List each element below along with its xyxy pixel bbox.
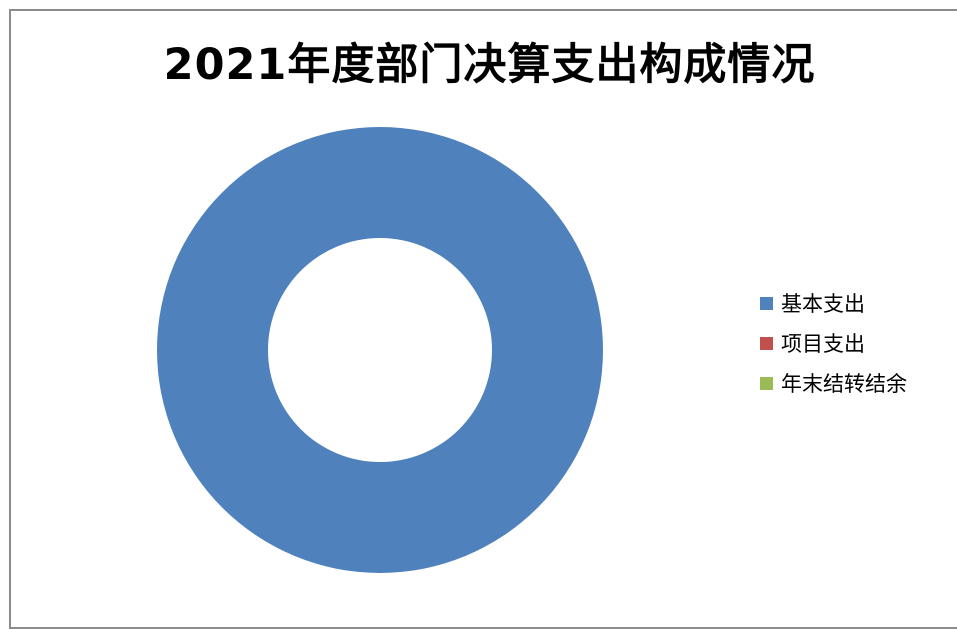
legend-label: 项目支出 [781,328,865,358]
legend-item-2: 项目支出 [760,323,907,363]
chart-legend: 基本支出项目支出年末结转结余 [760,283,907,403]
doughnut-slice-1 [157,127,603,573]
legend-swatch [760,297,773,310]
legend-swatch [760,377,773,390]
legend-label: 年末结转结余 [781,368,907,398]
legend-label: 基本支出 [781,288,865,318]
legend-item-1: 基本支出 [760,283,907,323]
legend-swatch [760,337,773,350]
legend-item-3: 年末结转结余 [760,363,907,403]
